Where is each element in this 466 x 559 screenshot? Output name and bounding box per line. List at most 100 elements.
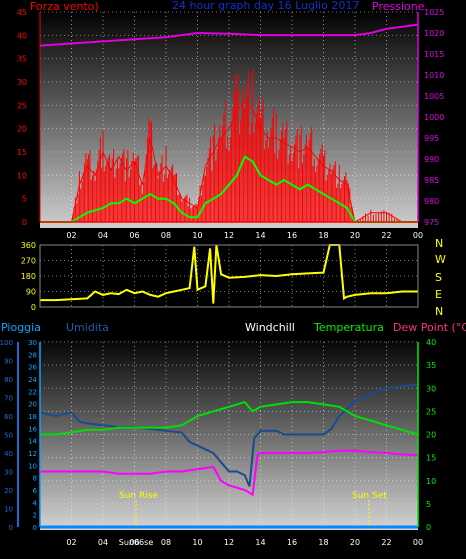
pressure-y-tick: 1005 (424, 92, 444, 101)
humidity-y-tick: 20 (4, 487, 13, 495)
direction-y-tick: 180 (21, 272, 36, 281)
direction-frame (39, 244, 419, 308)
pressure-y-tick: 990 (424, 155, 439, 164)
temp-x-tick: 08 (161, 538, 171, 547)
dewpoint-series (40, 449, 419, 497)
wind-speed-series (72, 69, 401, 222)
temp-x-tick: 02 (66, 538, 76, 547)
wind-y-tick: 15 (17, 148, 27, 157)
temp-x-tick: 22 (381, 538, 391, 547)
humidity-y-tick: 90 (4, 358, 13, 366)
wind-direction-series (40, 244, 418, 304)
rain-y-tick: 0 (33, 524, 37, 532)
rain-y-tick: 14 (28, 438, 37, 446)
temp-y-tick: 25 (426, 407, 436, 416)
pressure-y-tick: 1015 (424, 50, 444, 59)
temp-y-tick: 35 (426, 361, 436, 370)
humidity-y-tick: 70 (4, 395, 13, 403)
pressure-y-tick: 1010 (424, 71, 444, 80)
rain-y-tick: 28 (28, 351, 37, 359)
compass-n-bottom: N (435, 305, 443, 318)
pressure-axis-title: Pressione (372, 0, 425, 13)
rain-y-tick: 30 (28, 339, 37, 347)
wind-axis-title: Forza vento) (30, 0, 99, 13)
humidity-y-tick: 30 (4, 469, 13, 477)
wind-y-tick: 20 (17, 125, 27, 134)
wind-x-tick: 12 (224, 231, 234, 240)
pressure-y-tick: 1000 (424, 113, 444, 122)
rain-y-tick: 18 (28, 413, 37, 421)
temp-y-tick: 0 (426, 523, 431, 532)
humidity-series (39, 383, 419, 487)
temperature-series (40, 400, 419, 436)
chart-title: 24 hour graph day 16 Luglio 2017 (172, 0, 359, 12)
temp-x-tick: 12 (224, 538, 234, 547)
compass-n-top: N (435, 237, 443, 250)
wind-x-tick: 00 (413, 231, 423, 240)
rain-y-tick: 24 (28, 376, 37, 384)
temp-y-tick: 5 (426, 500, 431, 509)
wind-x-tick: 16 (287, 231, 297, 240)
temp-x-tick: 06 (129, 538, 139, 547)
compass-s: S (435, 271, 442, 284)
temp-x-tick: 04 (98, 538, 108, 547)
humidity-y-tick: 0 (9, 524, 13, 532)
temp-x-tick: 00 (413, 538, 423, 547)
wind-y-tick: 5 (22, 195, 27, 204)
pressure-series (39, 23, 419, 47)
rain-y-tick: 26 (28, 364, 37, 372)
wind-x-tick: 02 (66, 231, 76, 240)
chart-layer: 02 04 06 08 10 12 14 16 18 20 22 000510152025303540… (0, 8, 444, 547)
wind-x-tick: 10 (192, 231, 202, 240)
pressure-y-tick: 975 (424, 218, 439, 227)
pressure-y-tick: 980 (424, 197, 439, 206)
legend-dewpoint: Dew Point (°C) (393, 321, 466, 334)
sunrise-axis-label: Sun06se (119, 538, 154, 547)
wind-y-tick: 0 (22, 218, 27, 227)
wind-y-tick: 10 (17, 171, 27, 180)
wind-y-tick: 40 (17, 31, 27, 40)
humidity-y-tick: 100 (0, 339, 13, 347)
humidity-y-tick: 10 (4, 506, 13, 514)
wind-x-tick: 22 (381, 231, 391, 240)
wind-x-tick: 14 (255, 231, 265, 240)
legend-umidita: Umidita (66, 321, 109, 334)
compass-e: E (435, 288, 442, 301)
temp-y-tick: 20 (426, 431, 436, 440)
humidity-y-tick: 60 (4, 413, 13, 421)
wind-x-tick: 08 (161, 231, 171, 240)
wind-y-tick: 25 (17, 101, 27, 110)
wind-speed-outline (40, 99, 403, 223)
temp-x-tick: 16 (287, 538, 297, 547)
direction-y-tick: 90 (26, 288, 36, 297)
compass-w: W (435, 253, 446, 266)
pressure-y-tick: 1025 (424, 8, 444, 17)
direction-y-tick: 270 (21, 257, 36, 266)
wind-x-tick: 20 (350, 231, 360, 240)
humidity-y-tick: 80 (4, 376, 13, 384)
rain-y-tick: 22 (28, 388, 37, 396)
temp-y-tick: 10 (426, 477, 436, 486)
legend-temperatura: Temperatura (313, 321, 384, 334)
wind-x-tick: 06 (129, 231, 139, 240)
temp-x-tick: 14 (255, 538, 265, 547)
humidity-y-tick: 50 (4, 432, 13, 440)
rain-y-tick: 8 (33, 475, 37, 483)
rain-y-tick: 6 (33, 487, 38, 495)
direction-y-tick: 0 (31, 303, 36, 312)
direction-y-tick: 360 (21, 241, 36, 250)
rain-y-tick: 10 (28, 462, 37, 470)
rain-y-tick: 12 (28, 450, 37, 458)
temp-y-tick: 30 (426, 384, 436, 393)
legend-pioggia: Pioggia (1, 321, 41, 334)
pressure-y-tick: 1020 (424, 29, 444, 38)
wind-x-tick: 04 (98, 231, 108, 240)
wind-y-tick: 45 (17, 8, 27, 17)
sunrise-label: Sun Rise (119, 491, 158, 501)
wind-y-tick: 30 (17, 78, 27, 87)
legend-windchill: Windchill (245, 321, 295, 334)
wind-gust-series (40, 155, 418, 223)
pressure-y-tick: 995 (424, 134, 439, 143)
